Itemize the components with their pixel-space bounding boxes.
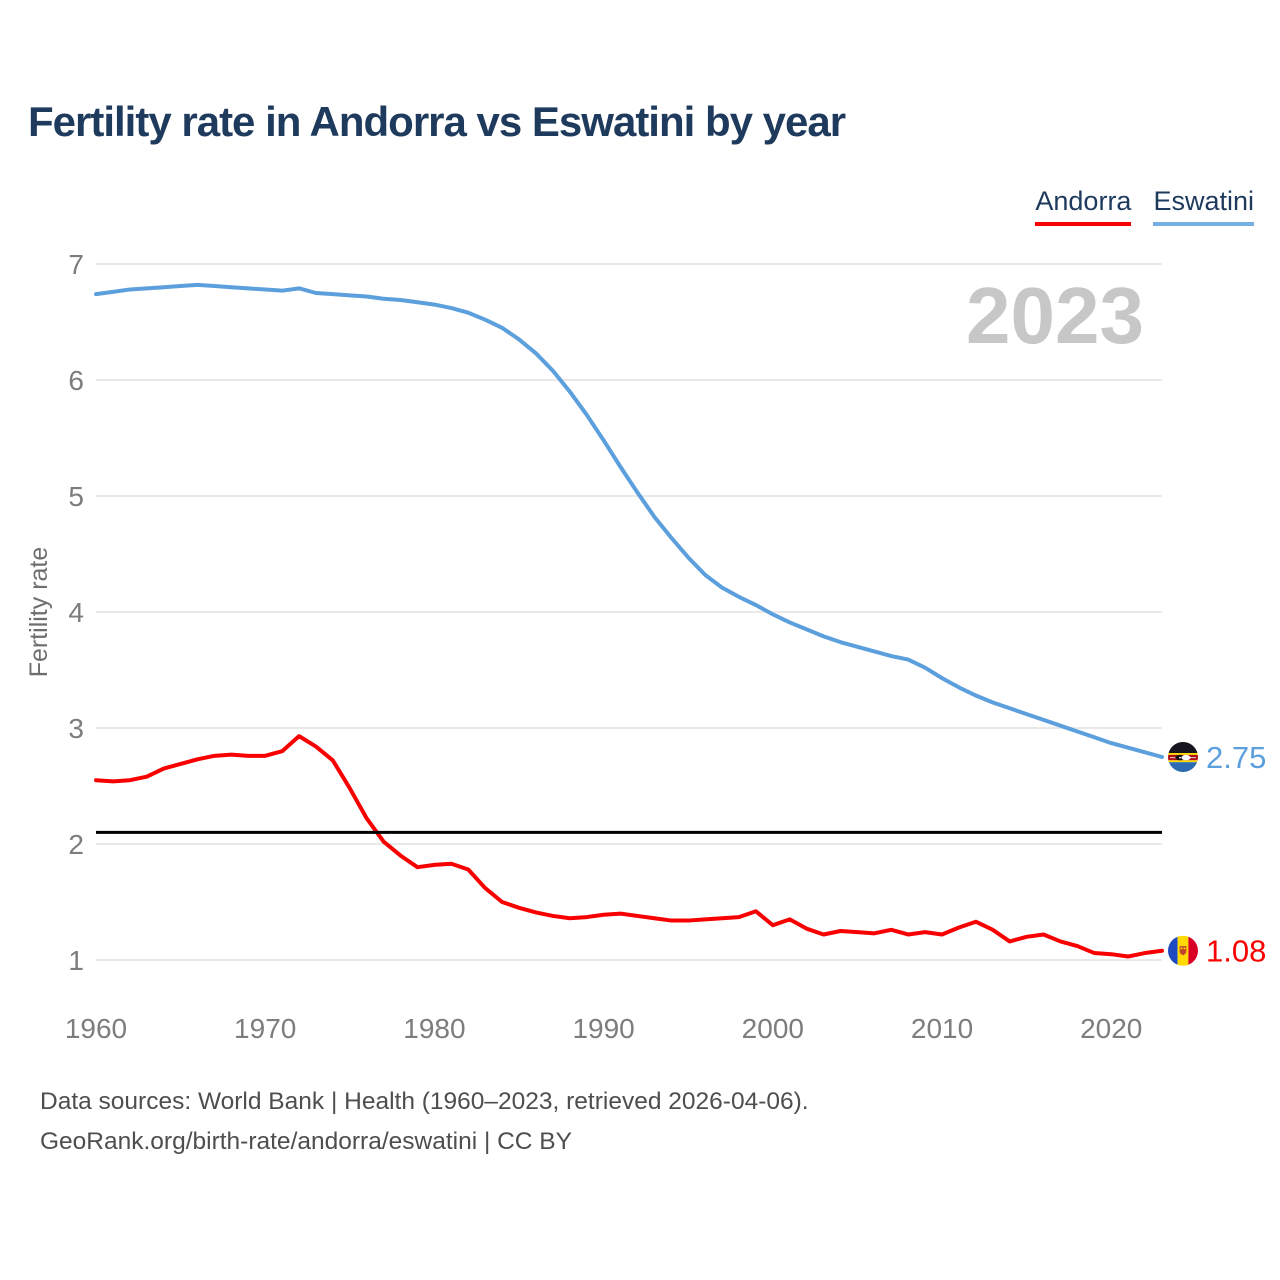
y-axis-label: Fertility rate (25, 547, 53, 678)
x-tick-label-1970: 1970 (234, 1013, 296, 1044)
series-line-eswatini (94, 282, 1164, 759)
legend-label-eswatini: Eswatini (1153, 186, 1254, 216)
watermark-year: 2023 (966, 271, 1144, 360)
legend-item-eswatini[interactable]: Eswatini (1153, 186, 1254, 226)
y-tick-label-3: 3 (68, 713, 84, 744)
y-tick-label-5: 5 (68, 481, 84, 512)
y-tick-label-7: 7 (68, 249, 84, 280)
series-line-andorra (94, 734, 1164, 959)
x-tick-label-1960: 1960 (65, 1013, 127, 1044)
y-tick-label-6: 6 (68, 365, 84, 396)
legend-label-andorra: Andorra (1035, 186, 1132, 216)
footer-sources: Data sources: World Bank | Health (1960–… (40, 1088, 809, 1115)
x-tick-label-2020: 2020 (1080, 1013, 1142, 1044)
x-tick-label-1980: 1980 (403, 1013, 465, 1044)
x-tick-label-2000: 2000 (742, 1013, 804, 1044)
eswatini-flag-icon (1168, 742, 1198, 772)
end-value-label-andorra: 1.08 (1206, 934, 1266, 969)
y-tick-label-1: 1 (68, 945, 84, 976)
page-title: Fertility rate in Andorra vs Eswatini by… (28, 98, 846, 145)
y-tick-label-4: 4 (68, 597, 84, 628)
x-tick-label-1990: 1990 (572, 1013, 634, 1044)
footer: Data sources: World Bank | Health (1960–… (40, 1082, 809, 1162)
andorra-flag-icon (1168, 935, 1198, 966)
footer-attribution: GeoRank.org/birth-rate/andorra/eswatini … (40, 1128, 572, 1155)
x-tick-label-2010: 2010 (911, 1013, 973, 1044)
y-tick-label-2: 2 (68, 829, 84, 860)
end-value-label-eswatini: 2.75 (1206, 740, 1266, 775)
legend-item-andorra[interactable]: Andorra (1035, 186, 1132, 226)
legend: Andorra Eswatini (1035, 186, 1254, 226)
